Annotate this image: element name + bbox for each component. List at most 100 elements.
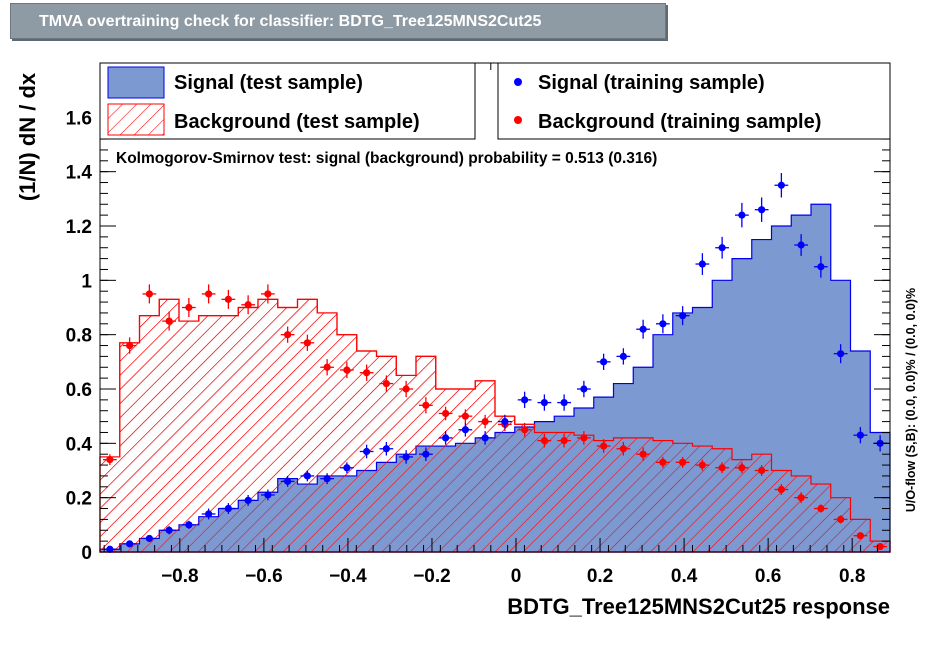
signal-training-point	[261, 489, 275, 501]
signal-training-point	[142, 534, 157, 543]
background-training-point	[103, 454, 117, 466]
background-training-point	[320, 359, 334, 376]
y-tick-label: 0.6	[66, 380, 92, 401]
signal-training-point	[379, 441, 394, 456]
x-tick-label: 0.6	[755, 566, 781, 587]
signal-training-point	[103, 545, 117, 553]
background-training-point	[537, 433, 552, 448]
legend-background-test-swatch	[107, 103, 165, 136]
plot-frame	[99, 62, 891, 553]
x-tick-label: 0	[511, 566, 522, 587]
signal-training-point	[182, 520, 196, 529]
background-training-point	[182, 297, 196, 318]
background-training-point	[399, 380, 413, 398]
signal-training-point	[557, 394, 571, 411]
background-training-point	[616, 441, 631, 456]
signal-training-point	[675, 306, 690, 326]
signal-training-point	[122, 540, 137, 548]
signal-training-point	[596, 353, 611, 370]
background-training-point	[300, 334, 315, 351]
background-training-point	[853, 532, 868, 540]
background-training-point	[794, 492, 808, 504]
background-training-point	[833, 515, 848, 524]
signal-training-point	[537, 394, 552, 411]
signal-training-point	[814, 255, 828, 278]
y-tick-label: 1	[81, 271, 92, 292]
legend-training-box	[497, 62, 891, 140]
x-tick-label: 0.8	[839, 566, 865, 587]
signal-training-point	[695, 253, 710, 275]
background-training-point	[122, 337, 137, 354]
signal-training-point	[320, 473, 334, 485]
signal-training-point	[458, 422, 473, 437]
legend-background-training-label: Background (training sample)	[538, 111, 821, 133]
x-tick-label: −0.8	[161, 566, 199, 587]
background-training-point	[201, 284, 216, 304]
background-training-point	[162, 311, 176, 331]
background-training-point	[577, 431, 591, 445]
signal-training-point	[340, 462, 354, 474]
signal-training-point	[616, 348, 631, 365]
background-training-point	[636, 447, 650, 461]
background-training-point	[715, 462, 729, 474]
x-tick-label: −0.6	[245, 566, 283, 587]
signal-training-point	[715, 236, 729, 259]
background-training-point	[557, 433, 571, 448]
x-axis-label: BDTG_Tree125MNS2Cut25 response	[507, 594, 890, 619]
signal-training-point	[656, 314, 670, 334]
background-training-point	[241, 295, 255, 315]
signal-training-point	[399, 450, 413, 464]
background-training-point	[814, 504, 828, 513]
background-test-overlay	[99, 298, 891, 553]
background-training-point	[142, 284, 157, 304]
background-training-point	[359, 364, 374, 381]
background-training-point	[261, 284, 275, 304]
y-tick-label: 0.2	[66, 489, 92, 510]
background-training-point	[458, 409, 473, 423]
background-training-point	[340, 361, 354, 379]
background-training-point	[478, 414, 492, 429]
background-training-point	[221, 289, 236, 309]
legend-signal-test-label: Signal (test sample)	[174, 72, 363, 94]
y-tick-label: 0	[81, 543, 92, 564]
signal-training-point	[438, 431, 453, 445]
legend-background-training-marker	[514, 116, 522, 124]
signal-training-point	[359, 444, 374, 459]
background-training-point	[695, 459, 710, 471]
background-training-point	[517, 422, 532, 437]
background-training-point	[735, 462, 749, 474]
background-training-point	[280, 326, 295, 343]
x-tick-label: 0.4	[671, 566, 698, 587]
background-training-point	[419, 397, 433, 414]
signal-training-point	[794, 234, 808, 256]
legend-signal-training-marker	[514, 78, 522, 86]
y-tick-label: 0.4	[66, 434, 93, 455]
signal-training-point	[517, 391, 532, 409]
window-title: TMVA overtraining check for classifier: …	[10, 3, 666, 39]
signal-training-point	[577, 380, 591, 398]
signal-training-point	[498, 414, 512, 429]
x-tick-label: 0.2	[587, 566, 613, 587]
background-training-point	[656, 456, 670, 468]
signal-training-point	[419, 447, 433, 461]
signal-training-point	[853, 427, 868, 444]
legend-signal-test-swatch	[107, 66, 165, 99]
background-training-point	[873, 542, 887, 551]
background-training-point	[774, 484, 789, 495]
signal-training-point	[774, 173, 789, 198]
signal-training-point	[201, 508, 216, 520]
ks-test-annotation: Kolmogorov-Smirnov test: signal (backgro…	[116, 150, 657, 167]
signal-training-point	[478, 431, 492, 445]
y-tick-label: 1.4	[66, 163, 93, 184]
background-training-point	[438, 406, 453, 421]
legend-background-test-label: Background (test sample)	[174, 111, 420, 133]
signal-training-point	[636, 319, 650, 339]
signal-training-point	[833, 344, 848, 364]
x-tick-label: −0.2	[413, 566, 451, 587]
signal-training-point	[754, 197, 769, 222]
overflow-side-label: U/O-flow (S,B): (0.0, 0.0)% / (0.0, 0.0)…	[904, 288, 918, 512]
y-tick-label: 1.6	[66, 108, 92, 129]
blank-panel	[738, 17, 890, 55]
signal-training-point	[241, 494, 255, 506]
